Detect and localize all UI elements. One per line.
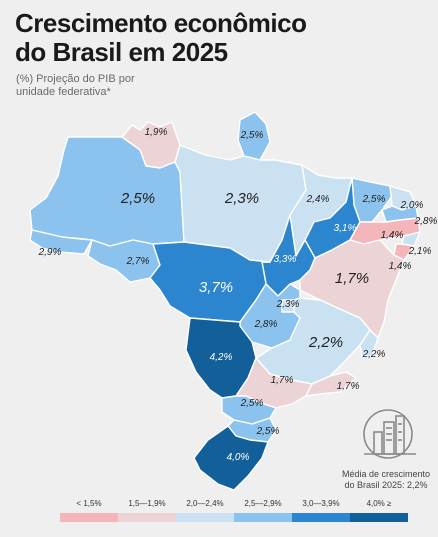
legend-swatch-6 xyxy=(350,513,408,522)
legend-label-1: < 1,5% xyxy=(76,499,102,508)
state-amapa[interactable] xyxy=(237,111,271,161)
legend-swatch-5 xyxy=(292,513,350,522)
legend-swatch-3 xyxy=(176,513,234,522)
legend-label-2: 1,5—1,9% xyxy=(128,499,166,508)
label-espirito-santo: 2,2% xyxy=(362,349,386,360)
label-rio-grande-do-norte: 2,0% xyxy=(400,200,424,211)
city-buildings-icon xyxy=(363,409,416,459)
label-para: 2,3% xyxy=(224,190,259,207)
label-goias: 2,8% xyxy=(254,319,278,330)
state-rio-de-janeiro[interactable] xyxy=(305,371,357,397)
label-sergipe: 1,4% xyxy=(389,261,412,272)
legend-swatch-2 xyxy=(118,513,176,522)
legend-swatch-4 xyxy=(234,513,292,522)
label-parana: 2,5% xyxy=(240,398,264,409)
label-amapa: 2,5% xyxy=(240,130,264,141)
label-sao-paulo: 1,7% xyxy=(271,375,294,386)
state-sergipe[interactable] xyxy=(393,243,415,261)
legend-label-3: 2,0—2,4% xyxy=(186,499,224,508)
legend-label-4: 2,5—2,9% xyxy=(244,499,282,508)
legend-label-5: 3,0—3,9% xyxy=(302,499,340,508)
label-ceara: 2,5% xyxy=(362,194,386,205)
label-distrito-federal: 2,3% xyxy=(276,299,300,310)
label-rio-grande-do-sul: 4,0% xyxy=(227,452,250,463)
label-roraima: 1,9% xyxy=(145,127,168,138)
label-piaui: 3,1% xyxy=(334,223,357,234)
label-rondonia: 2,7% xyxy=(126,256,150,267)
label-mato-grosso-do-sul: 4,2% xyxy=(210,352,233,363)
label-paraiba: 2,8% xyxy=(414,216,438,227)
label-amazonas: 2,5% xyxy=(120,190,155,207)
map-title: Crescimento econômico do Brasil em 2025 xyxy=(15,8,307,67)
label-minas-gerais: 2,2% xyxy=(308,334,343,351)
label-alagoas: 2,1% xyxy=(408,246,432,257)
label-bahia: 1,7% xyxy=(335,270,369,287)
map-subtitle: (%) Projeção do PIB por unidade federati… xyxy=(16,73,135,98)
label-rio-de-janeiro: 1,7% xyxy=(337,381,360,392)
label-santa-catarina: 2,5% xyxy=(256,426,280,437)
state-acre[interactable] xyxy=(29,229,93,255)
label-mato-grosso: 3,7% xyxy=(199,279,233,296)
legend-swatch-1 xyxy=(60,513,118,522)
legend-label-6: 4,0% ≥ xyxy=(366,499,392,508)
label-pernambuco: 1,4% xyxy=(381,230,404,241)
state-espirito-santo[interactable] xyxy=(359,329,379,357)
state-sao-paulo[interactable] xyxy=(235,357,313,409)
state-rio-grande-do-sul[interactable] xyxy=(193,425,269,491)
average-growth-note: Média de crescimento do Brasil 2025: 2,2… xyxy=(341,469,431,490)
label-tocantins: 3,3% xyxy=(274,254,297,265)
label-maranhao: 2,4% xyxy=(306,194,330,205)
label-acre: 2,9% xyxy=(38,247,62,258)
